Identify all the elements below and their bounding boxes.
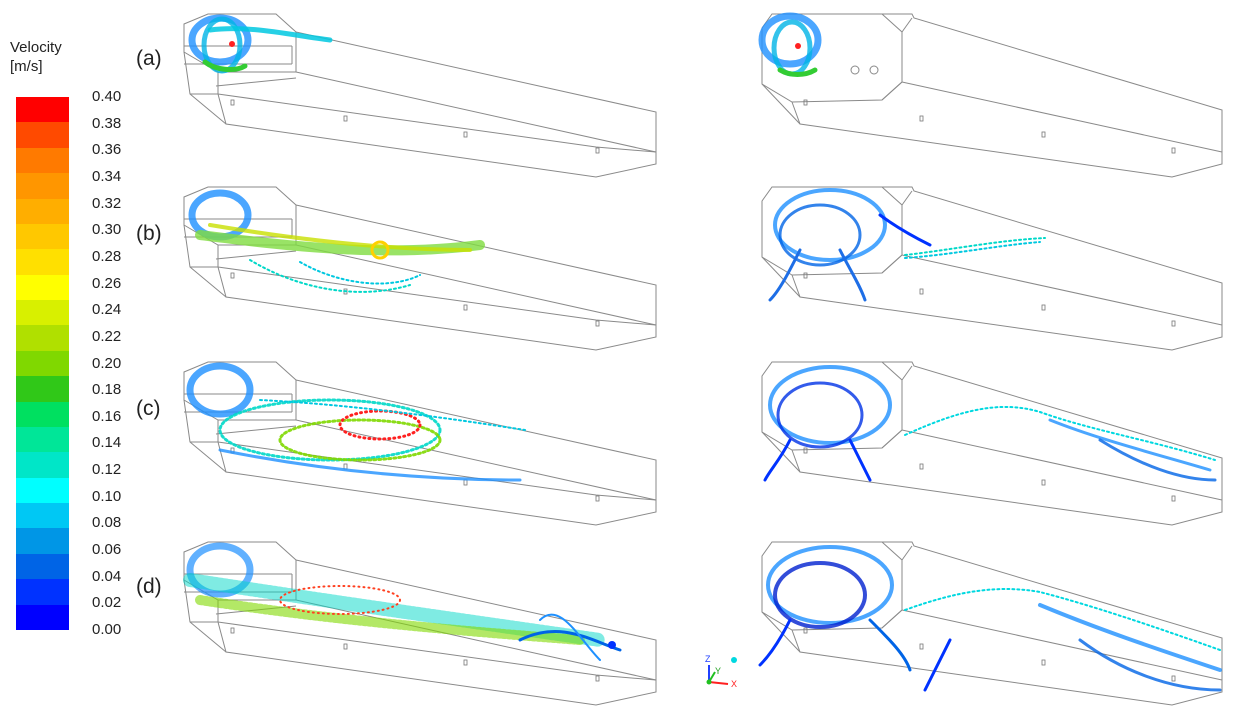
colorbar-segment [16,325,69,352]
colorbar-tick-label: 0.08 [92,514,122,532]
colorbar-segment [16,452,69,479]
colorbar-segment [16,249,69,276]
colorbar-segment [16,477,69,504]
colorbar-tick-label: 0.16 [92,407,122,425]
colorbar-segment [16,274,69,301]
colorbar-tick-label: 0.34 [92,167,122,185]
colorbar-tick-label: 0.06 [92,541,122,559]
colorbar-title-unit: [m/s] [10,58,43,75]
colorbar-segment [16,173,69,200]
panel-c-right [761,361,1223,526]
colorbar-tick-label: 0.04 [92,567,122,585]
colorbar-title-quantity: Velocity [10,39,62,56]
panel-c-left [183,361,657,526]
velocity-colorbar [16,97,69,631]
axis-z-label: Z [705,654,711,664]
colorbar-segment [16,122,69,149]
colorbar-segment [16,426,69,453]
colorbar-tick-label: 0.32 [92,194,122,212]
panel-b-right [761,186,1223,351]
colorbar-segment [16,604,69,631]
panel-a-right [758,12,1223,178]
colorbar-segment [16,223,69,250]
panel-b-left [183,186,657,351]
panel-a-left [183,13,657,178]
colorbar-tick-label: 0.00 [92,621,122,638]
colorbar-tick-label: 0.26 [92,274,122,292]
colorbar-tick-labels: 0.40 0.38 0.36 0.34 0.32 0.30 0.28 0.26 0.24 0.22… [92,0,152,706]
panel-label-b: (b) [136,222,162,245]
colorbar-title: Velocity [m/s] [10,38,62,76]
colorbar-tick-label: 0.12 [92,461,122,479]
colorbar-segment [16,97,69,123]
colorbar-segment [16,300,69,326]
panel-label-d: (d) [136,575,162,598]
axes-triad: Z Y X [705,654,737,689]
colorbar-tick-label: 0.24 [92,301,122,319]
colorbar-tick-label: 0.10 [92,487,122,505]
colorbar-tick-label: 0.28 [92,247,122,265]
colorbar-tick-label: 0.38 [92,114,122,132]
axis-x-label: X [731,679,737,689]
colorbar-tick-label: 0.02 [92,594,122,612]
colorbar-segment [16,198,69,225]
colorbar-segment [16,147,69,174]
panel-d-left [183,541,657,706]
colorbar-tick-label: 0.36 [92,141,122,159]
colorbar-segment [16,528,69,555]
colorbar-tick-label: 0.22 [92,327,122,345]
colorbar-tick-label: 0.30 [92,221,122,239]
colorbar-segment [16,503,69,529]
colorbar-tick-label: 0.14 [92,434,122,452]
panel-label-a: (a) [136,47,162,70]
colorbar-tick-label: 0.40 [92,88,122,105]
colorbar-segment [16,350,69,377]
panel-d-right [758,541,1223,706]
colorbar-segment [16,579,69,606]
axis-y-label: Y [715,666,721,676]
colorbar-segment [16,401,69,428]
colorbar-segment [16,376,69,403]
colorbar-tick-label: 0.18 [92,381,122,399]
panel-label-c: (c) [136,397,161,420]
colorbar-tick-label: 0.20 [92,354,122,372]
colorbar-segment [16,553,69,580]
